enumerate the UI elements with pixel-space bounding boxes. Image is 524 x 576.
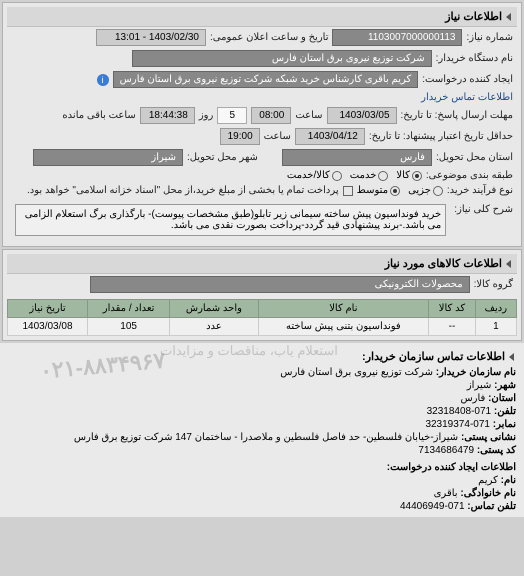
cell-code: -- bbox=[429, 318, 476, 336]
info-panel-title: اطلاعات نیاز bbox=[445, 10, 502, 23]
name-value: کریم bbox=[478, 475, 498, 486]
cell-date: 1403/03/08 bbox=[8, 318, 88, 336]
table-row[interactable]: 1 -- فونداسیون بتنی پیش ساخته عدد 105 14… bbox=[8, 318, 517, 336]
table-header-row: ردیف کد کالا نام کالا واحد شمارش تعداد /… bbox=[8, 300, 517, 318]
buyer-field: شرکت توزیع نیروی برق استان فارس bbox=[132, 50, 432, 67]
fax-label: نمابر: bbox=[493, 419, 516, 430]
col-radif: ردیف bbox=[475, 300, 516, 318]
contact-link[interactable]: اطلاعات تماس خریدار bbox=[421, 92, 513, 103]
remaining-days: 5 bbox=[217, 107, 247, 124]
payment-note: پرداخت تمام یا بخشی از مبلغ خرید،از محل … bbox=[27, 185, 339, 196]
req-no-label: شماره نیاز: bbox=[466, 32, 513, 43]
name-label: نام: bbox=[501, 475, 516, 486]
col-date: تاریخ نیاز bbox=[8, 300, 88, 318]
time-label-2: ساعت bbox=[264, 131, 291, 142]
contact-phone-value: 071-44406949 bbox=[400, 501, 465, 512]
validity-date: 1403/04/12 bbox=[295, 128, 365, 145]
address-value: شیراز-خیابان فلسطین- حد فاصل فلسطین و مل… bbox=[74, 432, 458, 443]
requester-label: ایجاد کننده درخواست: bbox=[422, 74, 513, 85]
goods-table: ردیف کد کالا نام کالا واحد شمارش تعداد /… bbox=[7, 299, 517, 336]
contact-header: اطلاعات تماس سازمان خریدار: bbox=[4, 347, 520, 366]
process-radios: جزیی متوسط bbox=[357, 185, 443, 196]
radio-both[interactable]: کالا/خدمت bbox=[287, 170, 342, 181]
deadline-date: 1403/03/05 bbox=[327, 107, 397, 124]
radio-jozi[interactable]: جزیی bbox=[408, 185, 443, 196]
radio-khedmat[interactable]: خدمت bbox=[350, 170, 389, 181]
cell-name: فونداسیون بتنی پیش ساخته bbox=[258, 318, 429, 336]
col-qty: تعداد / مقدار bbox=[88, 300, 170, 318]
announce-label: تاریخ و ساعت اعلان عمومی: bbox=[210, 32, 329, 43]
validity-label: حداقل تاریخ اعتبار پیشنهاد: تا تاریخ: bbox=[369, 131, 513, 142]
category-label: طبقه بندی موضوعی: bbox=[426, 170, 513, 181]
province-label: استان محل تحویل: bbox=[436, 152, 513, 163]
col-unit: واحد شمارش bbox=[170, 300, 258, 318]
info-panel-header: اطلاعات نیاز bbox=[7, 7, 517, 27]
buyer-label: نام دستگاه خریدار: bbox=[436, 53, 513, 64]
req-no-field: 1103007000000113 bbox=[332, 29, 462, 46]
lastname-value: باقری bbox=[434, 488, 458, 499]
goods-panel-header: اطلاعات کالاهای مورد نیاز bbox=[7, 254, 517, 274]
validity-time: 19:00 bbox=[220, 128, 260, 145]
fax-value: 071-32319374 bbox=[425, 419, 490, 430]
radio-motavaset[interactable]: متوسط bbox=[357, 185, 400, 196]
chevron-icon bbox=[506, 13, 511, 21]
contact-title: اطلاعات تماس سازمان خریدار: bbox=[362, 350, 505, 363]
cell-radif: 1 bbox=[475, 318, 516, 336]
radio-kala[interactable]: کالا bbox=[396, 170, 422, 181]
city-label: شهر محل تحویل: bbox=[187, 152, 258, 163]
col-name: نام کالا bbox=[258, 300, 429, 318]
address-label: نشانی پستی: bbox=[461, 432, 516, 443]
chevron-icon-3 bbox=[509, 353, 514, 361]
province-field: فارس bbox=[282, 149, 432, 166]
remaining-label: ساعت باقی مانده bbox=[62, 110, 135, 121]
chevron-icon-2 bbox=[506, 260, 511, 268]
c-city-value: شیراز bbox=[467, 380, 492, 391]
remaining-time: 18:44:38 bbox=[140, 107, 195, 124]
group-field: محصولات الکترونیکی bbox=[90, 276, 470, 293]
org-label: نام سازمان خریدار: bbox=[436, 367, 516, 378]
deadline-send-label: مهلت ارسال پاسخ: تا تاریخ: bbox=[401, 110, 513, 121]
group-label: گروه کالا: bbox=[474, 279, 513, 290]
c-province-value: فارس bbox=[460, 393, 485, 404]
info-icon[interactable]: i bbox=[97, 74, 109, 86]
time-label-1: ساعت bbox=[295, 110, 322, 121]
roz-label: روز bbox=[199, 110, 214, 121]
process-label: نوع فرآیند خرید: bbox=[447, 185, 513, 196]
desc-box: خرید فونداسیون پیش ساخته سیمانی زیر تابل… bbox=[15, 204, 446, 236]
desc-label: شرح کلی نیاز: bbox=[454, 200, 513, 215]
category-radios: کالا خدمت کالا/خدمت bbox=[287, 170, 422, 181]
cell-qty: 105 bbox=[88, 318, 170, 336]
org-value: شرکت توزیع نیروی برق استان فارس bbox=[280, 367, 433, 378]
deadline-time: 08:00 bbox=[251, 107, 291, 124]
payment-checkbox[interactable] bbox=[343, 186, 353, 196]
postal-value: 7134686479 bbox=[418, 445, 474, 456]
goods-panel-title: اطلاعات کالاهای مورد نیاز bbox=[385, 257, 502, 270]
lastname-label: نام خانوادگی: bbox=[460, 488, 516, 499]
contact-section: ۰۲۱-۸۸۳۴۹۶۷ استعلام یاب، مناقصات و مزاید… bbox=[0, 343, 524, 517]
phone-label: تلفن: bbox=[494, 406, 516, 417]
c-city-label: شهر: bbox=[494, 380, 516, 391]
cell-unit: عدد bbox=[170, 318, 258, 336]
info-panel: اطلاعات نیاز شماره نیاز: 110300700000011… bbox=[2, 2, 522, 247]
col-code: کد کالا bbox=[429, 300, 476, 318]
announce-field: 1403/02/30 - 13:01 bbox=[96, 29, 206, 46]
requester-title: اطلاعات ایجاد کننده درخواست: bbox=[4, 461, 520, 474]
phone-value: 071-32318408 bbox=[427, 406, 492, 417]
goods-panel: اطلاعات کالاهای مورد نیاز گروه کالا: محص… bbox=[2, 249, 522, 341]
postal-label: کد پستی: bbox=[477, 445, 516, 456]
requester-field: کریم باقری کارشناس خرید شبکه شرکت توزیع … bbox=[113, 71, 419, 88]
c-province-label: استان: bbox=[488, 393, 516, 404]
contact-phone-label: تلفن تماس: bbox=[467, 501, 516, 512]
city-field: شیراز bbox=[33, 149, 183, 166]
